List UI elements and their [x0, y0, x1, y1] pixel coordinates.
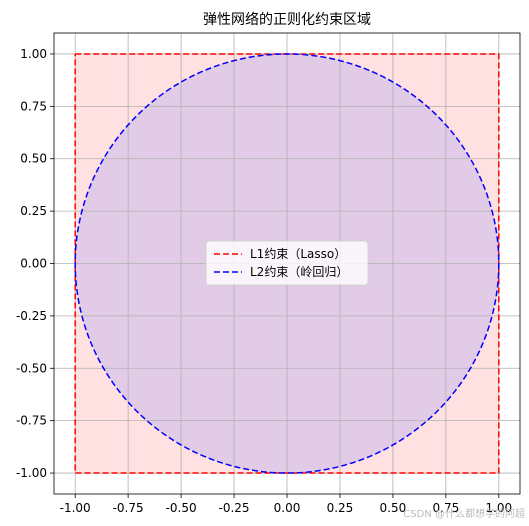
x-tick-label-2: -0.50	[166, 501, 197, 515]
x-tick-label-7: 0.75	[433, 501, 460, 515]
y-tick-label-4: 0.00	[20, 257, 47, 271]
legend: L1约束（Lasso） L2约束（岭回归）	[205, 240, 369, 286]
x-tick-label-5: 0.25	[327, 501, 354, 515]
y-tick-label-2: -0.50	[16, 361, 47, 375]
x-tick-label-0: -1.00	[60, 501, 91, 515]
legend-label-0: L1约束（Lasso）	[250, 246, 346, 261]
watermark-text: CSDN @什么都想学的阿超	[403, 507, 525, 520]
y-tick-label-8: 1.00	[20, 47, 47, 61]
x-tick-label-6: 0.50	[380, 501, 407, 515]
x-tick-label-3: -0.25	[219, 501, 250, 515]
y-tick-label-0: -1.00	[16, 466, 47, 480]
y-tick-label-6: 0.50	[20, 152, 47, 166]
legend-label-1: L2约束（岭回归）	[250, 264, 348, 279]
y-tick-label-5: 0.25	[20, 204, 47, 218]
x-tick-label-8: 1.00	[485, 501, 512, 515]
y-tick-label-1: -0.75	[16, 414, 47, 428]
y-tick-label-7: 0.75	[20, 99, 47, 113]
x-tick-label-4: 0.00	[274, 501, 301, 515]
y-tick-label-3: -0.25	[16, 309, 47, 323]
x-tick-label-1: -0.75	[113, 501, 144, 515]
l2-constraint-line	[74, 53, 500, 474]
chart-title: 弹性网络的正则化约束区域	[203, 12, 371, 28]
legend-box	[205, 240, 369, 286]
l1-constraint-line	[74, 53, 500, 474]
